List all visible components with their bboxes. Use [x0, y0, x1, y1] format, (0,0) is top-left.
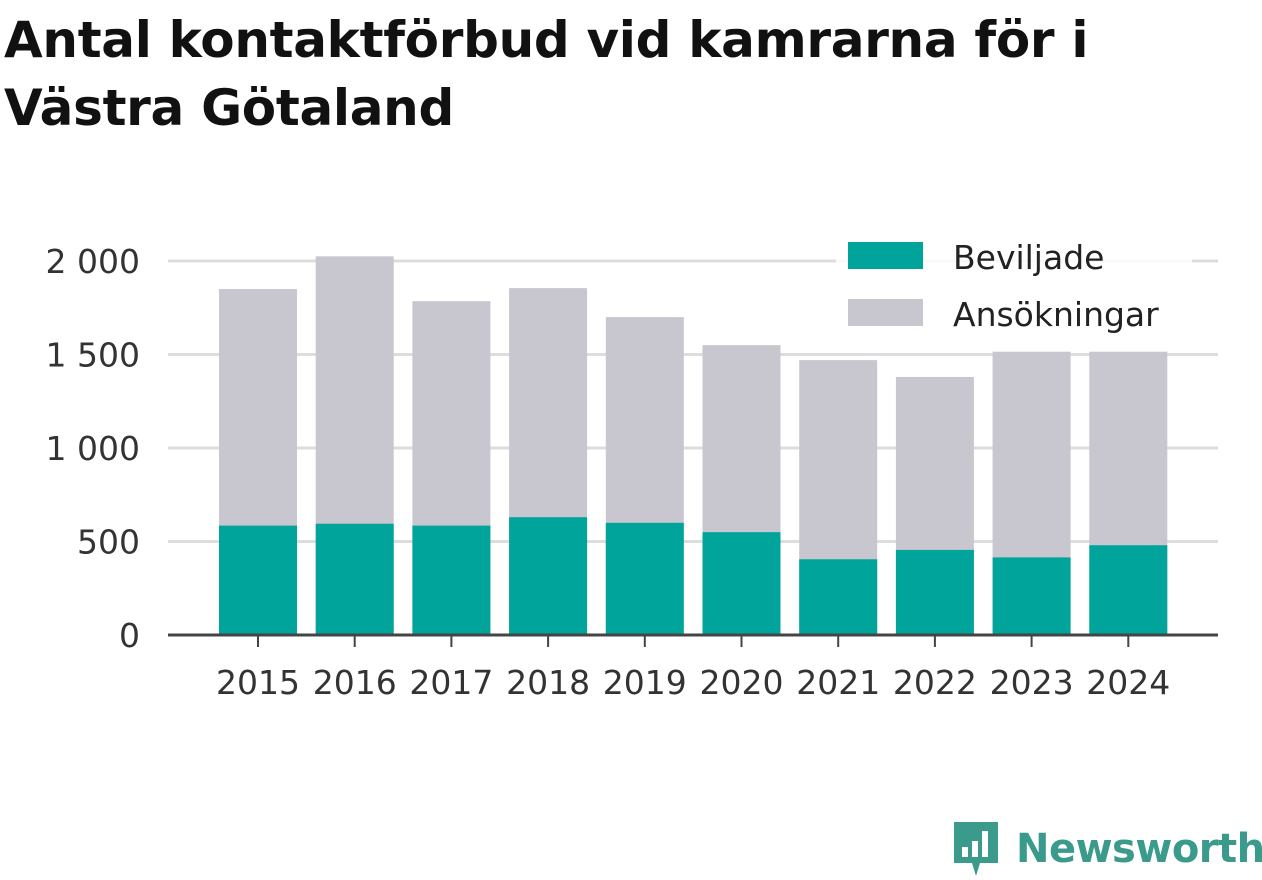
y-tick-label: 0: [119, 616, 140, 655]
legend-label: Beviljade: [953, 238, 1104, 277]
x-tick-label: 2017: [409, 663, 493, 702]
bar-granted-2017: [412, 525, 491, 635]
bar-granted-2021: [799, 559, 878, 635]
x-tick-label: 2016: [313, 663, 397, 702]
axes: 0 500 1 000 1 500 2 000 2015 2016 2017 2018 2019 2…: [46, 242, 1218, 702]
y-tick-label: 1 000: [46, 429, 140, 468]
bar-granted-2022: [895, 549, 974, 635]
x-tick-label: 2021: [796, 663, 880, 702]
legend-label: Ansökningar: [953, 295, 1159, 334]
bar-granted-2018: [509, 517, 588, 635]
bar-granted-2020: [702, 532, 781, 635]
legend-swatch-applications: [848, 299, 923, 326]
bars: [219, 256, 1168, 635]
bar-granted-2019: [605, 522, 684, 635]
bar-granted-2016: [315, 523, 394, 635]
x-tick-label: 2023: [990, 663, 1074, 702]
bar-granted-2024: [1089, 545, 1168, 635]
legend-swatch-granted: [848, 242, 923, 269]
x-tick-label: 2020: [700, 663, 784, 702]
y-tick-label: 1 500: [46, 336, 140, 375]
y-tick-label: 2 000: [46, 242, 140, 281]
bar-granted-2023: [992, 557, 1071, 635]
brand-name: Newsworthy: [1016, 826, 1262, 872]
x-tick-label: 2024: [1086, 663, 1170, 702]
x-tick-label: 2015: [216, 663, 300, 702]
bar-granted-2015: [219, 525, 297, 635]
x-tick-label: 2018: [506, 663, 590, 702]
chart-title: Antal kontaktförbud vid kamrarna för i V…: [4, 11, 1089, 137]
legend: Beviljade Ansökningar: [836, 232, 1192, 348]
x-tick-label: 2022: [893, 663, 977, 702]
x-tick-label: 2019: [603, 663, 687, 702]
y-tick-label: 500: [77, 523, 140, 562]
brand-logo: Newsworthy: [950, 818, 1262, 880]
newsworthy-logo-icon: [954, 822, 998, 876]
